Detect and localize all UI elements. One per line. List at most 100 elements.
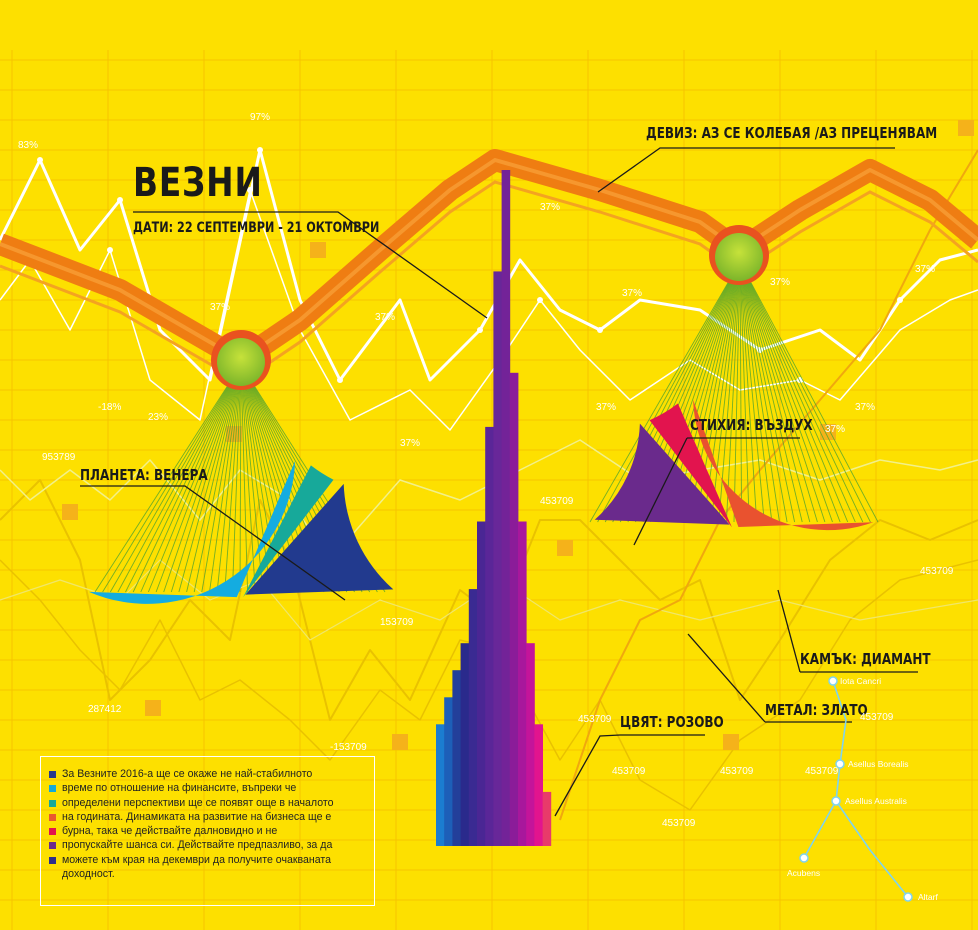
legend-line: За Везните 2016-а ще се окаже не най-ста… [47, 767, 368, 781]
constellation-star [903, 892, 913, 902]
background-dot [337, 377, 343, 383]
constellation-star [835, 759, 845, 769]
scale-string [739, 261, 841, 523]
legend-text: можете към края на декември да получите … [62, 853, 332, 866]
element-label: СТИХИЯ: ВЪЗДУХ [690, 416, 813, 434]
bar [485, 426, 494, 846]
scale-string [739, 261, 818, 523]
legend-swatch [49, 828, 56, 836]
legend-text-box: За Везните 2016-а ще се окаже не най-ста… [40, 756, 375, 906]
background-number: 453709 [805, 766, 839, 777]
leader-line [687, 633, 766, 723]
leader-line [133, 211, 488, 319]
leader-line [554, 734, 621, 817]
background-number: -18% [98, 402, 122, 413]
scale-string [739, 261, 780, 523]
legend-line: доходност. [47, 867, 368, 881]
legend-line: на годината. Динамиката на развитие на б… [47, 810, 368, 824]
bar [518, 521, 527, 846]
pivot-ball [715, 233, 763, 281]
background-number: 453709 [612, 766, 646, 777]
background-number: 97% [250, 112, 271, 123]
scale-string [739, 261, 811, 523]
background-polyline [559, 149, 978, 821]
background-number: 23% [148, 412, 169, 423]
left-pie-slice [243, 465, 334, 598]
scale-string [589, 261, 741, 523]
background-number: 37% [540, 202, 561, 213]
background-number: 953789 [42, 452, 76, 463]
background-dot [257, 147, 263, 153]
background-dot [897, 297, 903, 303]
background-number: 453709 [920, 566, 954, 577]
scale-string [240, 364, 264, 593]
scale-string [94, 364, 242, 593]
scale-string [710, 261, 741, 523]
scale-string [155, 364, 242, 593]
scale-string [739, 261, 864, 523]
star-name-label: Asellus Australis [845, 796, 907, 806]
bar [493, 271, 502, 846]
constellation [799, 676, 913, 902]
bar [468, 589, 478, 846]
leader-line [597, 147, 895, 193]
star-name-label: Asellus Borealis [848, 759, 909, 769]
scale-string [178, 364, 242, 593]
scale-string [193, 364, 242, 593]
background-number: 37% [825, 424, 846, 435]
background-dot [247, 187, 253, 193]
background-number: 287412 [88, 704, 122, 715]
background-number: 37% [855, 402, 876, 413]
scale-string [239, 364, 242, 593]
background-number: 37% [210, 302, 231, 313]
background-dot [37, 157, 43, 163]
background-marker [310, 242, 326, 258]
scale-string [739, 261, 758, 523]
right-pie-slice [693, 399, 874, 531]
bar [452, 670, 461, 846]
page-title: ВЕЗНИ [133, 160, 263, 206]
scale-string [209, 364, 242, 593]
scale-string [739, 261, 788, 523]
background-number: 453709 [860, 712, 894, 723]
legend-text: определени перспективи ще се появят още … [62, 796, 334, 809]
scale-string [739, 261, 833, 523]
background-dot [107, 247, 113, 253]
legend-line: бурна, така че действайте далновидно и н… [47, 824, 368, 838]
scale-string [733, 261, 741, 523]
scale-string [109, 364, 242, 593]
scale-string [186, 364, 242, 593]
pie-charts [88, 399, 874, 604]
background-number: 37% [596, 402, 617, 413]
scale-string [125, 364, 242, 593]
scale-string [725, 261, 741, 523]
stone-label: КАМЪК: ДИАМАНТ [800, 650, 931, 668]
background-polyline [0, 479, 978, 721]
constellation-star [799, 853, 809, 863]
dates-label: ДАТИ: 22 СЕПТЕМВРИ - 21 ОКТОМВРИ [133, 220, 380, 236]
legend-line: пропускайте шанса си. Действайте предпаз… [47, 838, 368, 852]
legend-swatch [49, 871, 56, 878]
bar [477, 521, 486, 846]
scale-string [132, 364, 242, 593]
star-name-label: Altarf [918, 892, 938, 902]
background-number: 153709 [380, 617, 414, 628]
scale-string [140, 364, 242, 593]
motto-label: ДЕВИЗ: АЗ СЕ КОЛЕБАЯ /АЗ ПРЕЦЕНЯВАМ [646, 124, 938, 142]
star-name-label: Acubens [787, 868, 821, 878]
background-dot [117, 197, 123, 203]
background-number: 37% [400, 438, 421, 449]
background-marker [62, 504, 78, 520]
background-marker [723, 734, 739, 750]
scale-string [201, 364, 242, 593]
scale-string [102, 364, 242, 593]
bar [501, 170, 511, 846]
scale-string [739, 261, 743, 523]
scale-string [240, 364, 249, 593]
left-pie-slice [245, 483, 394, 595]
scale-string [147, 364, 242, 593]
background-marker [557, 540, 573, 556]
background-number: 453709 [720, 766, 754, 777]
constellation-star [831, 796, 841, 806]
